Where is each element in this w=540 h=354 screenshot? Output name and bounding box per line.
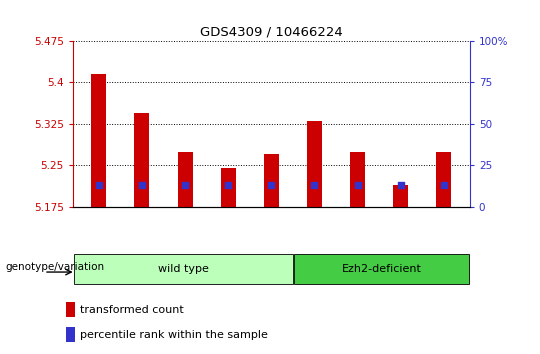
Point xyxy=(353,182,362,188)
Title: GDS4309 / 10466224: GDS4309 / 10466224 xyxy=(200,25,343,38)
Bar xyxy=(393,185,408,207)
Text: Ezh2-deficient: Ezh2-deficient xyxy=(342,264,422,274)
Point xyxy=(94,182,103,188)
Point xyxy=(310,182,319,188)
Text: percentile rank within the sample: percentile rank within the sample xyxy=(80,330,268,339)
Point xyxy=(440,182,448,188)
Bar xyxy=(66,302,76,317)
Point xyxy=(138,182,146,188)
Point xyxy=(224,182,233,188)
Point xyxy=(181,182,190,188)
Point xyxy=(267,182,276,188)
Bar xyxy=(134,113,150,207)
Bar xyxy=(436,152,451,207)
Bar xyxy=(91,74,106,207)
Point xyxy=(396,182,405,188)
Bar xyxy=(264,154,279,207)
Bar xyxy=(350,152,365,207)
FancyBboxPatch shape xyxy=(74,255,293,284)
FancyBboxPatch shape xyxy=(294,255,469,284)
Bar xyxy=(307,121,322,207)
Bar xyxy=(178,152,193,207)
Bar xyxy=(66,327,76,342)
Text: transformed count: transformed count xyxy=(80,305,184,315)
Bar xyxy=(221,168,236,207)
Text: wild type: wild type xyxy=(158,264,208,274)
Text: genotype/variation: genotype/variation xyxy=(5,262,105,272)
